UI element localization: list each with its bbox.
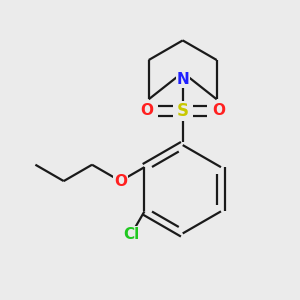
Text: O: O <box>212 103 225 118</box>
Text: O: O <box>114 174 127 189</box>
Text: O: O <box>140 103 153 118</box>
Text: Cl: Cl <box>123 226 140 242</box>
Text: N: N <box>176 72 189 87</box>
Text: S: S <box>177 102 189 120</box>
